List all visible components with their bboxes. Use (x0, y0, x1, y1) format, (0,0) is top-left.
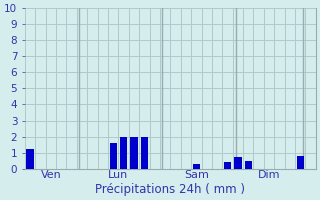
Bar (224, 162, 231, 169)
Bar (141, 137, 148, 169)
Bar (193, 164, 200, 169)
Bar (130, 137, 138, 169)
X-axis label: Précipitations 24h ( mm ): Précipitations 24h ( mm ) (95, 183, 245, 196)
Bar (110, 143, 117, 169)
Bar (27, 149, 34, 169)
Bar (297, 156, 304, 169)
Bar (120, 137, 127, 169)
Bar (245, 161, 252, 169)
Bar (234, 157, 242, 169)
